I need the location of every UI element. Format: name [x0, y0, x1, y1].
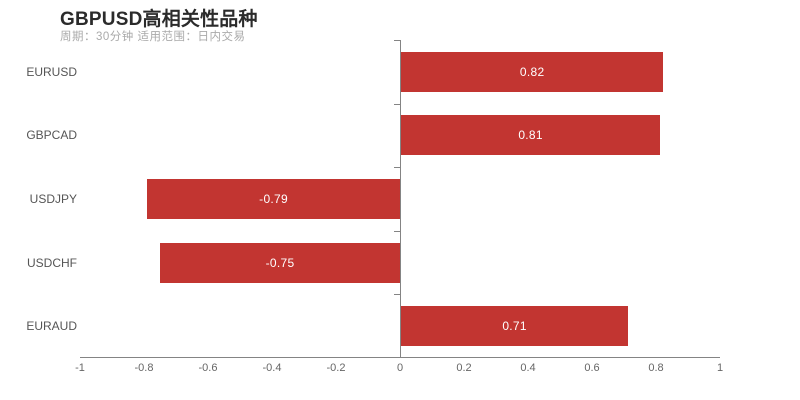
- y-axis-tick: [394, 294, 400, 296]
- x-tick-label: -1: [75, 362, 85, 374]
- y-axis-tick: [394, 167, 400, 169]
- bar-value-label: -0.79: [259, 192, 289, 206]
- bar-eurusd[interactable]: 0.82: [401, 51, 664, 92]
- bar-value-label: 0.82: [519, 64, 545, 79]
- bar-euraud[interactable]: 0.71: [401, 306, 629, 347]
- x-tick-label: -0.2: [326, 362, 346, 374]
- bar-value-label: -0.75: [265, 255, 295, 270]
- chart-subtitle: 周期：30分钟 适用范围：日内交易: [60, 31, 246, 43]
- plot-area: 0.82 0.81 -0.79 -0.75 0.71: [80, 40, 720, 358]
- y-axis-tick: [394, 230, 400, 232]
- x-tick-label: -0.6: [198, 362, 218, 374]
- x-tick-label: 0.2: [456, 362, 472, 374]
- y-axis-tick: [394, 103, 400, 105]
- x-tick-label: 0.6: [584, 362, 600, 374]
- bar-usdjpy[interactable]: -0.79: [147, 179, 400, 219]
- y-axis-tick: [394, 40, 400, 41]
- category-label-usdchf: USDCHF: [27, 255, 77, 270]
- x-tick-label: 1: [716, 362, 724, 374]
- category-label-gbpcad: GBPCAD: [26, 128, 77, 143]
- x-tick-label: 0.4: [520, 362, 536, 374]
- category-label-eurusd: EURUSD: [26, 64, 77, 79]
- bar-gbpcad[interactable]: 0.81: [401, 115, 661, 156]
- category-label-euraud: EURAUD: [26, 319, 77, 334]
- bar-usdchf[interactable]: -0.75: [160, 242, 400, 283]
- x-tick-label: 0: [396, 362, 404, 374]
- bar-value-label: 0.71: [502, 319, 527, 334]
- y-axis-zero-line: [400, 40, 401, 358]
- chart-title: GBPUSD高相关性品种: [60, 9, 258, 30]
- x-tick-label: 0.8: [648, 362, 664, 374]
- category-label-usdjpy: USDJPY: [29, 191, 77, 206]
- bar-value-label: 0.81: [518, 128, 543, 143]
- x-tick-label: -0.8: [134, 362, 154, 374]
- x-tick-label: -0.4: [262, 362, 282, 374]
